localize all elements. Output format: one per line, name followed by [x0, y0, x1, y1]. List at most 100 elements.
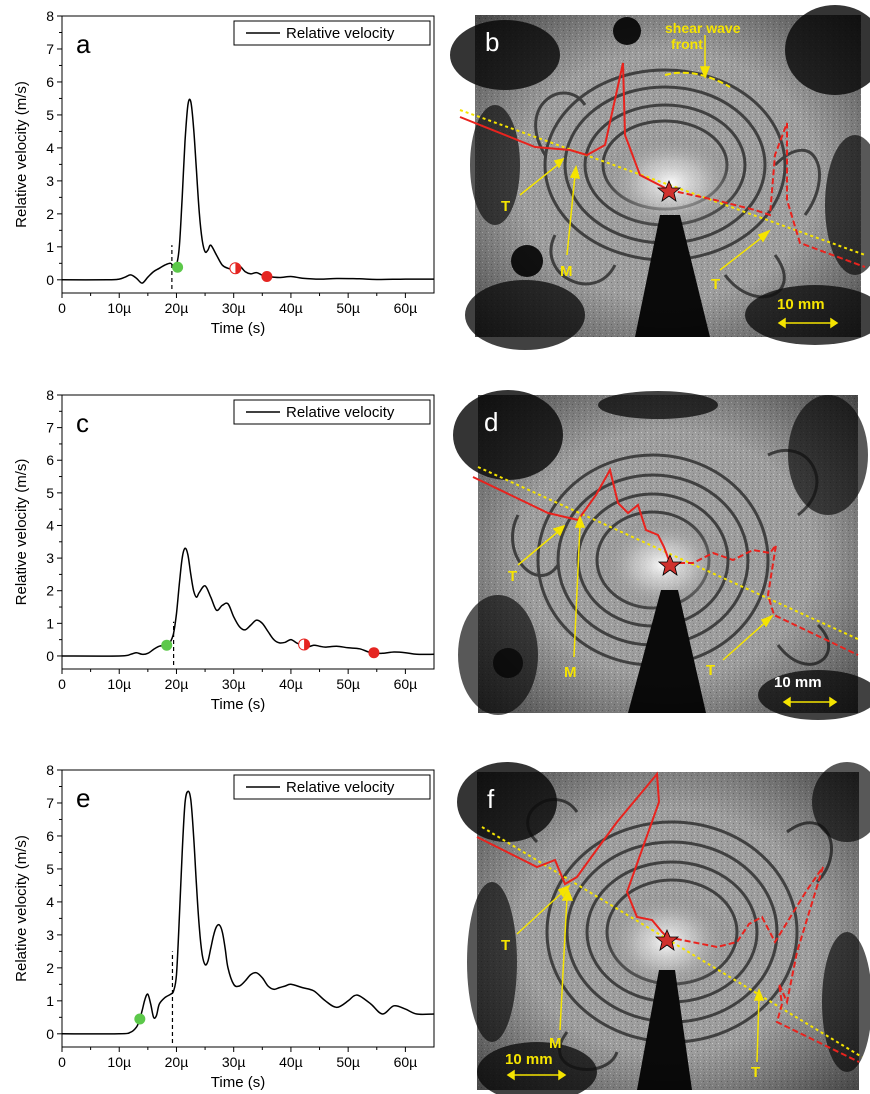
- y-tick-label: 1: [46, 239, 54, 255]
- arrows: [517, 514, 838, 708]
- x-axis-label: Time (s): [211, 696, 265, 713]
- y-axis-label: Relative velocity (m/s): [13, 81, 30, 228]
- y-tick-label: 0: [46, 648, 54, 664]
- y-tick-label: 1: [46, 993, 54, 1009]
- label-t2: T: [711, 276, 720, 293]
- series-line-relative-velocity: [61, 98, 434, 284]
- plot-frame: [61, 769, 435, 1048]
- x-tick-label: 50µ: [336, 300, 360, 316]
- y-tick-label: 3: [46, 173, 54, 189]
- red-trace-solid: [472, 467, 671, 564]
- half-red-marker-fill: [235, 262, 241, 274]
- shear-wave-label: shear wave: [665, 20, 741, 36]
- shear-front-label: front: [671, 36, 703, 52]
- image-panel-f: f T M T 10 mm: [457, 762, 870, 1094]
- x-axis-label: Time (s): [211, 320, 265, 337]
- photo-vignette: [478, 395, 858, 713]
- legend-label: Relative velocity: [286, 25, 395, 42]
- x-tick-label: 30µ: [222, 300, 246, 316]
- x-tick-label: 30µ: [222, 1054, 246, 1070]
- scale-bar-label: 10 mm: [777, 296, 825, 313]
- panel-letter-e: e: [76, 783, 90, 813]
- x-tick-label: 40µ: [279, 676, 303, 692]
- plot-frame: [61, 394, 435, 670]
- label-m: M: [560, 263, 573, 280]
- plot-frame: [61, 15, 435, 294]
- y-tick-label: 6: [46, 452, 54, 468]
- label-t1: T: [501, 937, 510, 954]
- x-tick-label: 60µ: [394, 676, 418, 692]
- y-tick-label: 5: [46, 861, 54, 877]
- chart-panel-c: 0 1 2 3 4 5 6 7 8 0 10µ 20µ 30µ 40µ 50µ 60µ Time (s) Rela…: [13, 387, 435, 713]
- y-tick-label: 5: [46, 485, 54, 501]
- legend-label: Relative velocity: [286, 404, 395, 421]
- y-tick-label: 1: [46, 615, 54, 631]
- label-t1: T: [501, 198, 510, 215]
- y-tick-label: 4: [46, 894, 54, 910]
- green-marker: [161, 639, 173, 651]
- x-tick-label: 10µ: [107, 1054, 131, 1070]
- green-marker: [172, 261, 184, 273]
- scale-bar-label: 10 mm: [505, 1051, 553, 1068]
- red-trace-dashed: [666, 866, 860, 1063]
- x-tick-label: 40µ: [279, 300, 303, 316]
- y-axis-label: Relative velocity (m/s): [13, 459, 30, 606]
- x-tick-label: 60µ: [394, 300, 418, 316]
- red-trace-solid: [476, 771, 668, 938]
- x-tick-label: 30µ: [222, 676, 246, 692]
- red-marker: [368, 647, 380, 659]
- x-tick-label: 50µ: [336, 676, 360, 692]
- y-tick-label: 7: [46, 41, 54, 57]
- panel-letter-f: f: [487, 784, 495, 814]
- y-axis-label: Relative velocity (m/s): [13, 835, 30, 982]
- x-tick-label: 20µ: [165, 1054, 189, 1070]
- legend-label: Relative velocity: [286, 779, 395, 796]
- x-tick-label: 20µ: [165, 676, 189, 692]
- y-tick-label: 3: [46, 550, 54, 566]
- x-tick-label: 0: [58, 676, 66, 692]
- photo-vignette: [475, 15, 861, 337]
- y-tick-label: 6: [46, 74, 54, 90]
- shear-front-arc: [664, 71, 731, 88]
- series-line-relative-velocity: [61, 790, 435, 1035]
- x-tick-label: 60µ: [394, 1054, 418, 1070]
- image-panel-b: b T M T shear wave front 10 mm: [450, 5, 870, 350]
- green-marker: [134, 1013, 146, 1025]
- scale-bar-label: 10 mm: [774, 674, 822, 691]
- chart-panel-a: 0 1 2 3 4 5 6 7 8 0 10µ 20µ 30µ 40µ 50µ 60µ Time (s) Rela…: [13, 8, 435, 337]
- panel-letter-a: a: [76, 29, 91, 59]
- y-tick-label: 4: [46, 140, 54, 156]
- red-trace-solid: [459, 62, 670, 191]
- y-tick-label: 5: [46, 107, 54, 123]
- image-panel-d: d T M T 10 mm: [453, 390, 870, 720]
- panel-letter-b: b: [485, 27, 499, 57]
- y-tick-label: 3: [46, 927, 54, 943]
- label-m: M: [564, 664, 577, 681]
- source-star-icon: [656, 179, 682, 202]
- panel-letter-c: c: [76, 408, 89, 438]
- y-tick-label: 4: [46, 517, 54, 533]
- label-t1: T: [508, 568, 517, 585]
- arrows: [519, 35, 839, 329]
- label-t2: T: [706, 662, 715, 679]
- y-tick-label: 8: [46, 8, 54, 24]
- x-tick-label: 10µ: [107, 300, 131, 316]
- source-star-icon: [654, 928, 680, 951]
- y-tick-label: 2: [46, 206, 54, 222]
- y-tick-label: 0: [46, 272, 54, 288]
- series-line-relative-velocity: [61, 547, 435, 657]
- x-axis-label: Time (s): [211, 1074, 265, 1091]
- x-tick-label: 20µ: [165, 300, 189, 316]
- y-tick-label: 7: [46, 795, 54, 811]
- y-tick-label: 6: [46, 828, 54, 844]
- chart-panel-e: 0 1 2 3 4 5 6 7 8 0 10µ 20µ 30µ 40µ 50µ 60µ Time (s) Rela…: [13, 762, 435, 1091]
- label-m: M: [549, 1035, 562, 1052]
- yellow-dotted-line: [477, 466, 861, 641]
- label-t2: T: [751, 1064, 760, 1081]
- panel-letter-d: d: [484, 407, 498, 437]
- red-marker: [261, 271, 273, 283]
- x-tick-label: 40µ: [279, 1054, 303, 1070]
- x-tick-label: 0: [58, 1054, 66, 1070]
- photo-vignette: [477, 772, 859, 1090]
- x-tick-label: 0: [58, 300, 66, 316]
